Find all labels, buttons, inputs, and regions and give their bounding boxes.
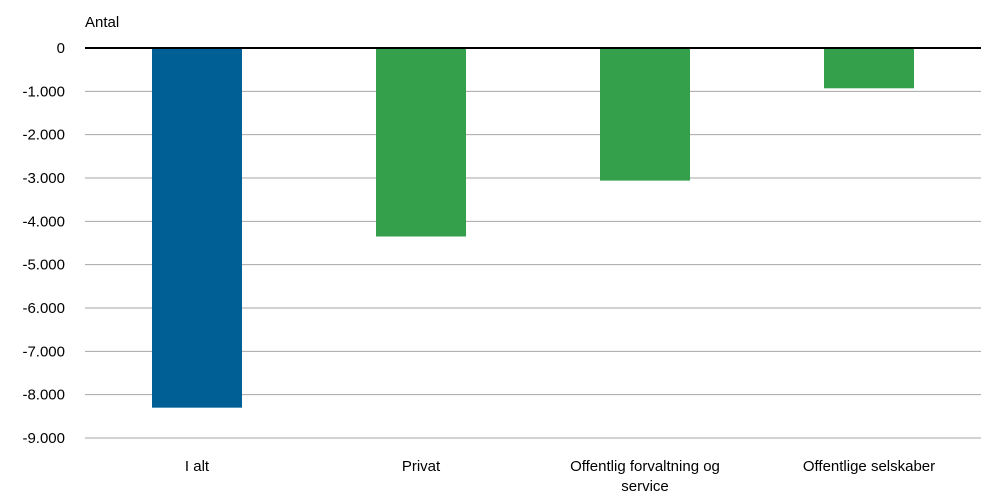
y-tick-label: -6.000: [22, 300, 65, 317]
bar: [824, 48, 914, 89]
y-tick-label: 0: [57, 40, 65, 57]
y-tick-label: -3.000: [22, 170, 65, 187]
x-category-label: Privat: [402, 458, 441, 475]
y-axis-ticks: 0 -1.000 -2.000 -3.000 -4.000 -5.000 -6.000 -7.…: [22, 40, 65, 447]
x-axis-categories: I alt Privat Offentlig forvaltning og servi…: [185, 458, 935, 495]
bar: [600, 48, 690, 181]
x-category-label: Offentlige selskaber: [803, 458, 935, 475]
x-category-label: I alt: [185, 458, 210, 475]
x-category-label: Offentlig forvaltning og: [570, 458, 720, 475]
y-tick-label: -2.000: [22, 127, 65, 144]
y-axis-unit-label: Antal: [85, 14, 119, 31]
y-tick-label: -8.000: [22, 387, 65, 404]
bars: [152, 48, 914, 408]
bar: [152, 48, 242, 408]
y-tick-label: -5.000: [22, 257, 65, 274]
bar: [376, 48, 466, 237]
x-category-label: service: [621, 478, 669, 495]
y-tick-label: -1.000: [22, 83, 65, 100]
y-tick-label: -4.000: [22, 213, 65, 230]
y-tick-label: -7.000: [22, 343, 65, 360]
y-tick-label: -9.000: [22, 430, 65, 447]
